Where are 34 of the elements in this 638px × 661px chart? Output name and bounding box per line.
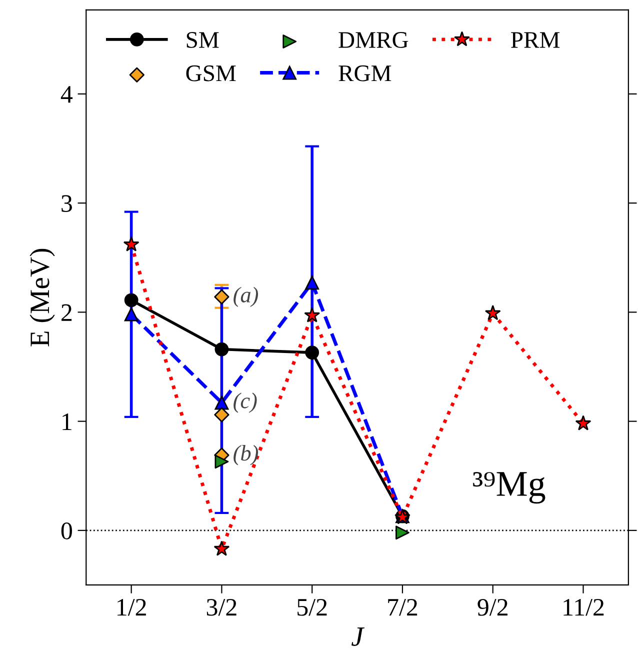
y-axis-title: E (MeV) <box>30 248 55 346</box>
legend-label: SM <box>186 32 219 48</box>
y-tick-label: 2 <box>62 304 72 321</box>
legend-label: DMRG <box>338 32 408 48</box>
x-tick-label: 7/2 <box>388 598 418 616</box>
point <box>123 236 140 252</box>
x-tick-label: 11/2 <box>564 598 604 616</box>
legend-label: GSM <box>186 65 236 82</box>
x-axis-title: J <box>352 627 365 646</box>
x-tick-label: 1/2 <box>118 598 146 616</box>
annotation: (c) <box>234 392 257 413</box>
point <box>214 396 229 410</box>
x-tick-label: 5/2 <box>298 598 327 616</box>
point <box>575 415 592 430</box>
annotation: ³⁹Mg <box>473 472 546 504</box>
x-tick-label: 3/2 <box>206 598 236 616</box>
legend-label: RGM <box>338 65 392 82</box>
y-tick-label: 0 <box>61 522 72 540</box>
point <box>124 307 138 322</box>
x-tick-label: 9/2 <box>478 598 508 616</box>
point <box>304 307 320 322</box>
point <box>484 304 501 320</box>
annotation: (b) <box>234 445 258 466</box>
annotation: (a) <box>234 286 258 307</box>
y-tick-label: 4 <box>60 86 73 103</box>
point <box>214 540 230 556</box>
y-tick-label: 3 <box>62 195 72 212</box>
point <box>305 276 320 290</box>
point <box>124 293 138 308</box>
point <box>305 346 320 360</box>
point <box>214 407 230 422</box>
legend-label: PRM <box>511 32 560 48</box>
y-tick-label: 1 <box>62 413 72 430</box>
point <box>214 342 229 356</box>
